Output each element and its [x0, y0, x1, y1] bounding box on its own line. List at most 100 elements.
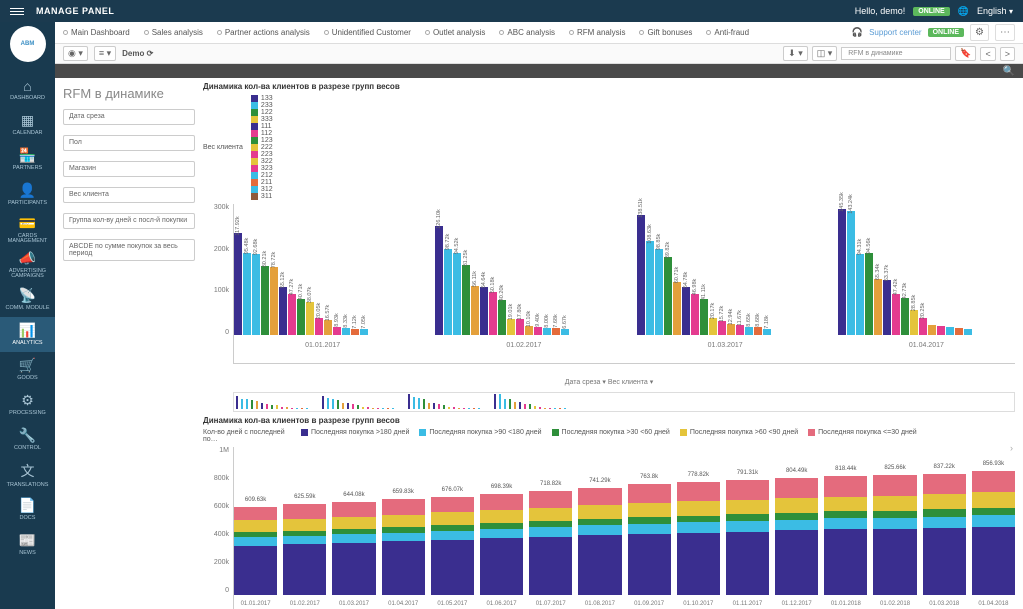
chart1-bar[interactable]: 42.73k: [901, 298, 909, 335]
language-selector[interactable]: English ▾: [977, 6, 1013, 16]
sidebar-item-calendar[interactable]: ▦CALENDAR: [0, 107, 55, 142]
legend-item-222[interactable]: 222: [251, 144, 273, 151]
chart2-stack-10[interactable]: 791.31k01.11.2017: [726, 480, 769, 595]
tab-rfm-analysis[interactable]: RFM analysis: [569, 28, 625, 37]
legend-item-133[interactable]: 133: [251, 95, 273, 102]
chart1-bar[interactable]: 54.64k: [480, 287, 488, 335]
tab-gift-bonuses[interactable]: Gift bonuses: [639, 28, 692, 37]
sidebar-item-news[interactable]: 📰NEWS: [0, 527, 55, 562]
legend2-item[interactable]: Последняя покупка <=30 дней: [808, 429, 917, 436]
hamburger-menu[interactable]: [10, 6, 24, 16]
chart1-bar[interactable]: 54.78k: [682, 287, 690, 335]
chart2-stack-1[interactable]: 625.59k01.02.2017: [283, 504, 326, 595]
chart2-stack-15[interactable]: 856.93k01.04.2018: [972, 471, 1015, 595]
chart1-bar[interactable]: 50.18k: [489, 292, 497, 335]
chart2-stack-11[interactable]: 804.49k01.12.2017: [775, 478, 818, 595]
legend-item-111[interactable]: 111: [251, 123, 273, 130]
layout-button[interactable]: ◫ ▾: [812, 46, 838, 61]
chart1-bar[interactable]: 94.31k: [856, 254, 864, 335]
chart1-bar[interactable]: 95.48k: [243, 253, 251, 335]
sidebar-item-processing[interactable]: ⚙PROCESSING: [0, 387, 55, 422]
chart1-bar[interactable]: 11.67k: [736, 325, 744, 335]
chart1-bar[interactable]: 98.85k: [655, 249, 663, 335]
chart1-bar[interactable]: 81.25k: [462, 265, 470, 335]
chart1-bar[interactable]: 19.01k: [507, 319, 515, 335]
filter-toggle[interactable]: ≡ ▾: [94, 46, 116, 61]
legend-item-323[interactable]: 323: [251, 165, 273, 172]
chart2-stack-14[interactable]: 837.22k01.03.2018: [923, 474, 966, 595]
sidebar-item-docs[interactable]: 📄DOCS: [0, 492, 55, 527]
chart1-bar[interactable]: 7.05k: [360, 329, 368, 335]
legend-item-311[interactable]: 311: [251, 193, 273, 200]
view-toggle[interactable]: ◉ ▾: [63, 46, 88, 61]
chart1-bar[interactable]: 9.40k: [534, 327, 542, 335]
chart1-bar[interactable]: 6.67k: [561, 329, 569, 335]
more-menu[interactable]: ⋯: [995, 24, 1015, 41]
legend-item-333[interactable]: 333: [251, 116, 273, 123]
chart1-bar[interactable]: 8.65k: [745, 327, 753, 335]
chart1-bar[interactable]: 8.33k: [342, 328, 350, 335]
legend-item-211[interactable]: 211: [251, 179, 273, 186]
chart1-bar[interactable]: 65.34k: [874, 279, 882, 335]
chart1-bar[interactable]: 20.25k: [919, 318, 927, 335]
chart1-bar[interactable]: 7.12k: [351, 329, 359, 335]
chart1-bar[interactable]: 98.72k: [444, 249, 452, 335]
chart1-bar[interactable]: 12.94k: [727, 324, 735, 335]
tab-main-dashboard[interactable]: Main Dashboard: [63, 28, 130, 37]
next-button[interactable]: >: [1000, 47, 1015, 61]
prev-button[interactable]: <: [980, 47, 995, 61]
chart1-bar[interactable]: 145.35k: [838, 209, 846, 335]
chart1-bar[interactable]: 60.71k: [673, 282, 681, 335]
chart1-bar[interactable]: 20.17k: [709, 318, 717, 335]
sidebar-item-comm-module[interactable]: 📡COMM. MODULE: [0, 282, 55, 317]
legend-item-212[interactable]: 212: [251, 172, 273, 179]
chart1-bar[interactable]: 108.63k: [646, 241, 654, 335]
chart2-stack-5[interactable]: 698.39k01.06.2017: [480, 494, 523, 595]
legend-item-322[interactable]: 322: [251, 158, 273, 165]
chart2-stack-2[interactable]: 644.08k01.03.2017: [332, 502, 375, 595]
chart1-bar[interactable]: 7.18k: [763, 329, 771, 335]
legend2-item[interactable]: Последняя покупка >180 дней: [301, 429, 409, 436]
legend2-item[interactable]: Последняя покупка >60 <90 дней: [680, 429, 798, 436]
chart1-bar[interactable]: 40.20k: [498, 300, 506, 335]
chart1-bar[interactable]: [928, 325, 936, 335]
chart1-bar[interactable]: 92.68k: [252, 254, 260, 335]
chart2-stack-13[interactable]: 825.66k01.02.2018: [873, 475, 916, 595]
sidebar-item-goods[interactable]: 🛒GOODS: [0, 352, 55, 387]
chart1-bar[interactable]: 7.68k: [552, 328, 560, 335]
sidebar-item-control[interactable]: 🔧CONTROL: [0, 422, 55, 457]
chart1-bar[interactable]: 94.52k: [453, 253, 461, 335]
filter-Дата-среза[interactable]: Дата среза: [63, 109, 195, 125]
legend2-item[interactable]: Последняя покупка >90 <180 дней: [419, 429, 541, 436]
chart1-bar[interactable]: [937, 326, 945, 335]
chart1-bar[interactable]: 47.27k: [288, 294, 296, 335]
legend2-item[interactable]: Последняя покупка >30 <60 дней: [552, 429, 670, 436]
chart1-xcap[interactable]: Дата среза ▾ Вес клиента ▾: [203, 378, 1015, 386]
filter-Пол[interactable]: Пол: [63, 135, 195, 151]
mini-chart-row[interactable]: [233, 392, 1015, 412]
chart1-bar[interactable]: 8.93k: [333, 327, 341, 335]
legend-item-112[interactable]: 112: [251, 130, 273, 137]
chart1-bar[interactable]: 89.82k: [664, 257, 672, 335]
chart2-stack-0[interactable]: 609.63k01.01.2017: [234, 507, 277, 595]
chart1-bar[interactable]: 8.00k: [543, 328, 551, 335]
chart1-bar[interactable]: 16.57k: [324, 320, 332, 335]
legend-item-123[interactable]: 123: [251, 137, 273, 144]
chart1-bar[interactable]: 94.56k: [865, 253, 873, 335]
chart1-bar[interactable]: 126.10k: [435, 226, 443, 335]
chart2-stack-4[interactable]: 676.07k01.05.2017: [431, 497, 474, 595]
sidebar-item-partners[interactable]: 🏪PARTNERS: [0, 142, 55, 177]
tab-abc-analysis[interactable]: ABC analysis: [499, 28, 555, 37]
filter-Вес-клиента[interactable]: Вес клиента: [63, 187, 195, 203]
chart2-stack-3[interactable]: 659.83k01.04.2017: [382, 499, 425, 595]
chart1-bar[interactable]: 20.05k: [315, 318, 323, 335]
chart1-bar[interactable]: [964, 329, 972, 335]
chart1-bar[interactable]: 41.11k: [700, 299, 708, 335]
sidebar-item-analytics[interactable]: 📊ANALYTICS: [0, 317, 55, 352]
filter-Группа-кол-в[interactable]: Группа кол-ву дней с посл-й покупки: [63, 213, 195, 229]
chart1-bar[interactable]: 56.11k: [471, 286, 479, 335]
chart1-bar[interactable]: 40.71k: [297, 299, 305, 335]
chart1-bar[interactable]: 10.10k: [525, 326, 533, 335]
chart1-bar[interactable]: 55.12k: [279, 287, 287, 335]
settings-gear[interactable]: ⚙: [970, 24, 989, 41]
